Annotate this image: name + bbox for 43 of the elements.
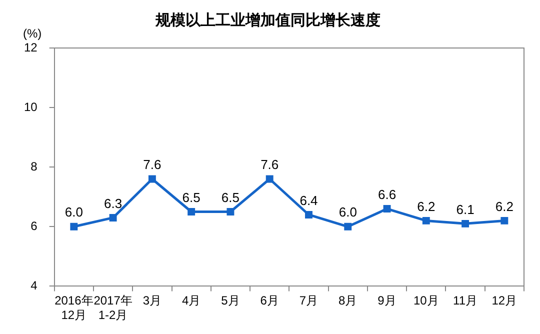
x-tick-label: 5月 (221, 294, 240, 308)
point (266, 175, 274, 183)
data-label: 6.2 (495, 198, 514, 214)
y-axis-title: (%) (23, 26, 42, 40)
point (500, 216, 508, 224)
x-tick-label: 12月 (492, 294, 518, 308)
data-label: 6.2 (417, 198, 436, 214)
point (226, 208, 234, 216)
y-tick-label: 12 (24, 40, 38, 54)
point (305, 211, 312, 218)
data-label: 6.3 (104, 196, 122, 211)
point (188, 208, 196, 216)
data-label: 6.5 (221, 190, 240, 205)
x-tick-label: 2016年 12月 (54, 294, 94, 322)
point (109, 214, 117, 222)
x-tick-label: 10月 (413, 294, 439, 308)
data-label: 6.4 (300, 192, 318, 208)
point (383, 205, 391, 213)
data-label: 7.6 (143, 157, 162, 172)
data-label: 7.6 (260, 157, 279, 172)
data-label: 6.0 (64, 204, 83, 220)
x-tick-label: 7月 (299, 294, 318, 308)
y-tick-label: 8 (30, 159, 38, 174)
x-tick-label: 4月 (182, 294, 201, 308)
data-label: 6.1 (456, 202, 474, 217)
y-tick-label: 6 (30, 218, 38, 233)
x-tick-label: 2017年 1-2月 (94, 294, 132, 322)
point (344, 222, 352, 230)
x-tick-label: 9月 (378, 294, 396, 308)
data-label: 6.6 (378, 186, 396, 202)
y-tick-label: 10 (24, 100, 38, 114)
point (462, 220, 470, 228)
data-label: 6.0 (338, 204, 357, 220)
x-tick-label: 3月 (142, 294, 162, 308)
y-tick-label: 4 (30, 278, 38, 293)
chart-title: 规模以上工业增加值同比增长速度 (154, 11, 380, 30)
data-label: 6.5 (182, 190, 200, 205)
x-tick-label: 8月 (338, 294, 358, 308)
x-tick-label: 6月 (260, 294, 279, 308)
point (70, 222, 78, 230)
point (422, 216, 430, 224)
point (148, 175, 156, 183)
x-tick-label: 11月 (453, 294, 478, 308)
